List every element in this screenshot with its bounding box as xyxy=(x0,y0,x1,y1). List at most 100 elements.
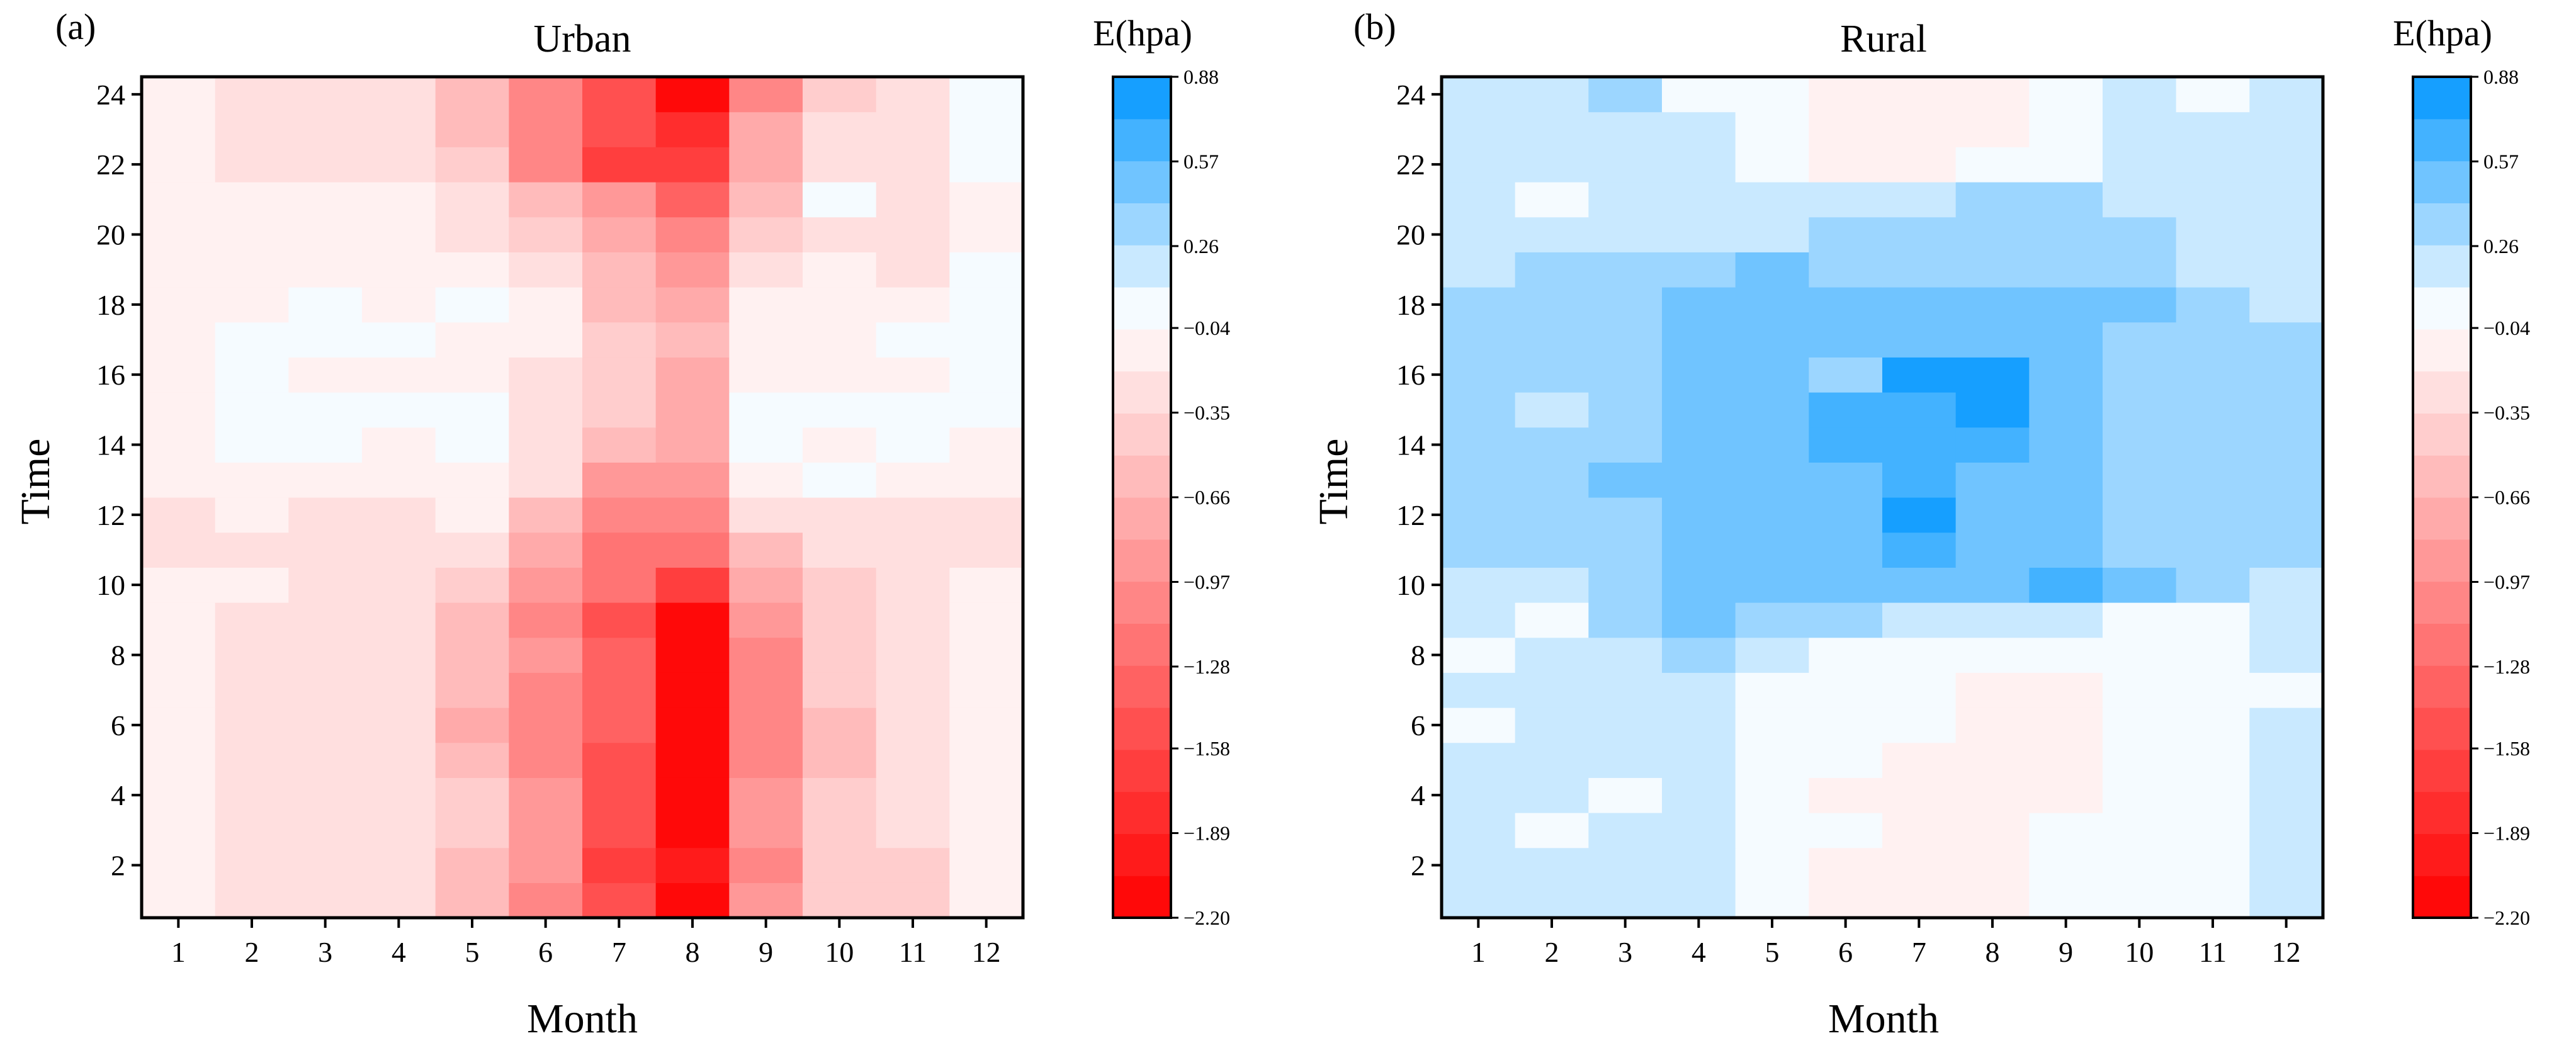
rural-cell-h9-m9 xyxy=(2029,602,2103,638)
urban-cell-h17-m8 xyxy=(655,322,730,358)
rural-cell-h1-m5 xyxy=(1735,882,1809,918)
urban-cell-h1-m8 xyxy=(655,882,730,918)
urban-cell-h24-m7 xyxy=(582,77,657,113)
rural-cell-h19-m10 xyxy=(2103,252,2177,288)
urban-cell-h16-m10 xyxy=(803,357,877,393)
urban-cell-h1-m9 xyxy=(729,882,803,918)
urban-cell-h18-m5 xyxy=(435,287,509,323)
urban-cell-h22-m9 xyxy=(729,147,803,183)
rural-cell-h6-m1 xyxy=(1442,708,1516,743)
rural-cell-h11-m5 xyxy=(1735,532,1809,568)
rural-cell-h6-m11 xyxy=(2176,708,2250,743)
rural-xtick-label-9: 9 xyxy=(2059,936,2073,968)
rural-cell-h13-m8 xyxy=(1955,462,2030,498)
rural-cell-h16-m8 xyxy=(1955,357,2030,393)
rural-title: Rural xyxy=(1840,18,1927,60)
urban-cell-h22-m3 xyxy=(288,147,363,183)
rural-cell-h1-m7 xyxy=(1882,882,1957,918)
rural-cell-h14-m3 xyxy=(1588,427,1663,463)
urban-xtick-label-12: 12 xyxy=(972,936,1001,968)
rural-cell-h13-m4 xyxy=(1662,462,1736,498)
urban-colorbar-title: E(hpa) xyxy=(1093,13,1192,54)
urban-cell-h21-m5 xyxy=(435,182,509,218)
urban-cell-h9-m10 xyxy=(803,602,877,638)
urban-cell-h18-m1 xyxy=(142,287,216,323)
urban-cell-h7-m9 xyxy=(729,672,803,708)
urban-cell-h10-m3 xyxy=(288,567,363,603)
urban-cell-h20-m4 xyxy=(362,217,436,252)
urban-cell-h2-m2 xyxy=(215,847,289,883)
urban-cell-h5-m7 xyxy=(582,742,657,778)
urban-cell-h21-m6 xyxy=(509,182,583,218)
rural-xtick-label-1: 1 xyxy=(1471,936,1486,968)
rural-cell-h8-m3 xyxy=(1588,637,1663,673)
rural-ytick-label-16: 16 xyxy=(1396,359,1425,391)
rural-cell-h15-m10 xyxy=(2103,392,2177,428)
rural-cell-h22-m5 xyxy=(1735,147,1809,183)
urban-cell-h21-m4 xyxy=(362,182,436,218)
urban-xtick-label-10: 10 xyxy=(825,936,854,968)
rural-cell-h2-m3 xyxy=(1588,847,1663,883)
urban-cell-h17-m9 xyxy=(729,322,803,358)
urban-cell-h10-m7 xyxy=(582,567,657,603)
urban-colorbar-level-10 xyxy=(1113,497,1171,540)
urban-cell-h17-m3 xyxy=(288,322,363,358)
rural-cell-h16-m2 xyxy=(1515,357,1589,393)
urban-cell-h23-m11 xyxy=(876,111,950,147)
urban-cell-h15-m8 xyxy=(655,392,730,428)
rural-cell-h16-m3 xyxy=(1588,357,1663,393)
urban-cell-h5-m12 xyxy=(949,742,1024,778)
urban-cell-h9-m4 xyxy=(362,602,436,638)
urban-colorbar-level-5 xyxy=(1113,708,1171,750)
urban-cell-h10-m4 xyxy=(362,567,436,603)
urban-cell-h7-m2 xyxy=(215,672,289,708)
rural-cell-h9-m12 xyxy=(2249,602,2324,638)
urban-ytick-label-16: 16 xyxy=(96,359,125,391)
urban-cell-h15-m10 xyxy=(803,392,877,428)
rural-cell-h11-m12 xyxy=(2249,532,2324,568)
urban-cell-h14-m6 xyxy=(509,427,583,463)
urban-cell-h11-m4 xyxy=(362,532,436,568)
urban-cell-h8-m11 xyxy=(876,637,950,673)
rural-cell-h24-m2 xyxy=(1515,77,1589,113)
urban-cell-h7-m10 xyxy=(803,672,877,708)
rural-cell-h21-m11 xyxy=(2176,182,2250,218)
rural-cell-h16-m6 xyxy=(1809,357,1883,393)
rural-cell-h16-m11 xyxy=(2176,357,2250,393)
rural-cell-h13-m11 xyxy=(2176,462,2250,498)
urban-cell-h21-m9 xyxy=(729,182,803,218)
rural-cell-h20-m8 xyxy=(1955,217,2030,252)
urban-cell-h11-m12 xyxy=(949,532,1024,568)
urban-cell-h2-m8 xyxy=(655,847,730,883)
urban-cell-h1-m6 xyxy=(509,882,583,918)
rural-cell-h17-m10 xyxy=(2103,322,2177,358)
rural-ytick-label-2: 2 xyxy=(1411,850,1425,882)
rural-cell-h12-m2 xyxy=(1515,497,1589,533)
rural-cell-h20-m5 xyxy=(1735,217,1809,252)
rural-ytick-label-4: 4 xyxy=(1411,779,1425,811)
urban-cell-h4-m7 xyxy=(582,777,657,813)
urban-cell-h1-m4 xyxy=(362,882,436,918)
urban-cell-h20-m10 xyxy=(803,217,877,252)
rural-cell-h4-m1 xyxy=(1442,777,1516,813)
urban-xtick-label-3: 3 xyxy=(318,936,332,968)
urban-colorbar-level-8 xyxy=(1113,581,1171,624)
urban-cell-h22-m2 xyxy=(215,147,289,183)
rural-cell-h18-m10 xyxy=(2103,287,2177,323)
rural-colorbar-tick-label-7: −1.28 xyxy=(2483,655,2530,678)
urban-cell-h4-m2 xyxy=(215,777,289,813)
rural-cell-h22-m2 xyxy=(1515,147,1589,183)
rural-ytick-label-20: 20 xyxy=(1396,219,1425,251)
rural-cell-h15-m8 xyxy=(1955,392,2030,428)
urban-cell-h8-m1 xyxy=(142,637,216,673)
urban-cell-h4-m3 xyxy=(288,777,363,813)
urban-ytick-label-12: 12 xyxy=(96,499,125,531)
rural-cell-h5-m4 xyxy=(1662,742,1736,778)
urban-cell-h8-m8 xyxy=(655,637,730,673)
rural-cell-h18-m1 xyxy=(1442,287,1516,323)
rural-cell-h15-m1 xyxy=(1442,392,1516,428)
rural-cell-h13-m5 xyxy=(1735,462,1809,498)
urban-cell-h12-m11 xyxy=(876,497,950,533)
rural-cell-h7-m9 xyxy=(2029,672,2103,708)
rural-cell-h18-m9 xyxy=(2029,287,2103,323)
